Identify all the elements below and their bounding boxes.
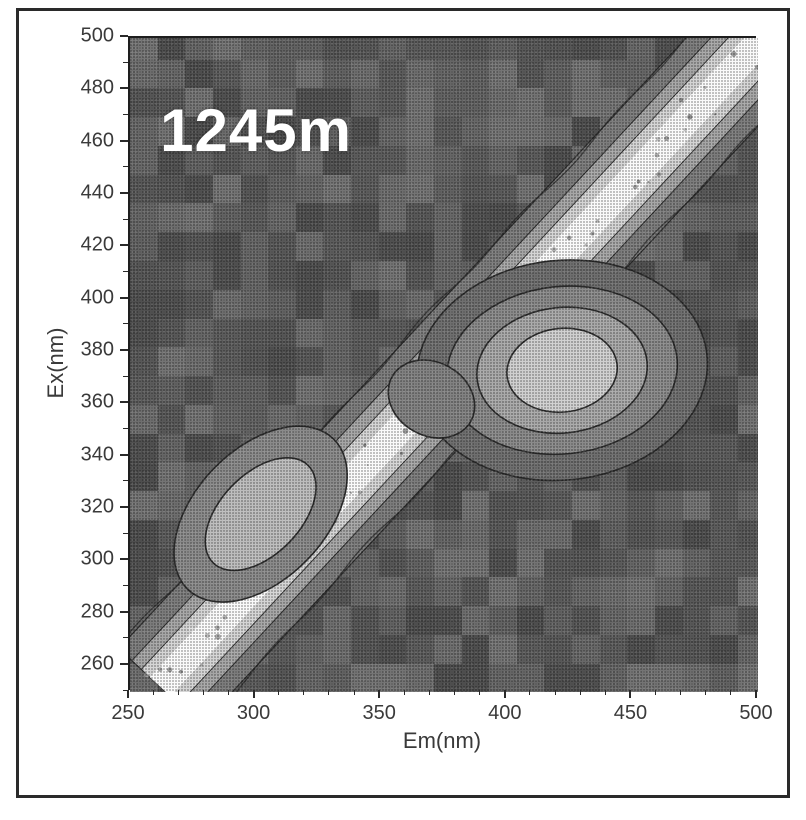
- y-minor-tick: [123, 166, 128, 167]
- x-minor-tick: [529, 690, 530, 695]
- y-tick: [120, 35, 128, 37]
- x-tick-label: 350: [363, 702, 396, 725]
- x-tick: [253, 690, 255, 698]
- x-tick-label: 400: [488, 702, 521, 725]
- x-minor-tick: [228, 690, 229, 695]
- x-tick: [127, 690, 129, 698]
- y-tick-label: 380: [81, 338, 114, 361]
- y-tick: [120, 140, 128, 142]
- x-tick: [378, 690, 380, 698]
- y-tick: [120, 401, 128, 403]
- x-tick-label: 250: [111, 702, 144, 725]
- x-minor-tick: [278, 690, 279, 695]
- y-minor-tick: [123, 637, 128, 638]
- y-tick: [120, 192, 128, 194]
- x-minor-tick: [153, 690, 154, 695]
- y-minor-tick: [123, 533, 128, 534]
- y-minor-tick: [123, 323, 128, 324]
- x-minor-tick: [555, 690, 556, 695]
- y-minor-tick: [123, 62, 128, 63]
- x-minor-tick: [605, 690, 606, 695]
- y-minor-tick: [123, 114, 128, 115]
- y-tick: [120, 506, 128, 508]
- y-minor-tick: [123, 585, 128, 586]
- y-tick-label: 420: [81, 234, 114, 257]
- x-minor-tick: [404, 690, 405, 695]
- y-minor-tick: [123, 690, 128, 691]
- x-minor-tick: [655, 690, 656, 695]
- plot-frame: 1245m: [128, 36, 756, 690]
- y-tick-label: 500: [81, 25, 114, 48]
- x-minor-tick: [730, 690, 731, 695]
- y-tick-label: 460: [81, 129, 114, 152]
- y-tick-label: 320: [81, 495, 114, 518]
- y-tick-label: 260: [81, 652, 114, 675]
- x-minor-tick: [580, 690, 581, 695]
- x-minor-tick: [479, 690, 480, 695]
- x-minor-tick: [354, 690, 355, 695]
- x-minor-tick: [203, 690, 204, 695]
- x-tick: [504, 690, 506, 698]
- y-tick-label: 480: [81, 77, 114, 100]
- x-minor-tick: [429, 690, 430, 695]
- x-tick-label: 500: [739, 702, 772, 725]
- y-tick-label: 400: [81, 286, 114, 309]
- y-minor-tick: [123, 219, 128, 220]
- y-tick-label: 440: [81, 181, 114, 204]
- y-tick-label: 360: [81, 391, 114, 414]
- x-minor-tick: [454, 690, 455, 695]
- x-minor-tick: [178, 690, 179, 695]
- y-tick: [120, 611, 128, 613]
- x-minor-tick: [705, 690, 706, 695]
- y-tick-label: 340: [81, 443, 114, 466]
- y-tick-label: 300: [81, 548, 114, 571]
- x-tick-label: 300: [237, 702, 270, 725]
- y-tick: [120, 454, 128, 456]
- x-minor-tick: [303, 690, 304, 695]
- x-axis-label: Em(nm): [403, 728, 481, 754]
- y-tick: [120, 244, 128, 246]
- x-tick: [629, 690, 631, 698]
- y-minor-tick: [123, 376, 128, 377]
- y-tick: [120, 349, 128, 351]
- y-tick-label: 280: [81, 600, 114, 623]
- y-minor-tick: [123, 271, 128, 272]
- y-tick: [120, 558, 128, 560]
- y-minor-tick: [123, 480, 128, 481]
- x-minor-tick: [680, 690, 681, 695]
- y-tick: [120, 297, 128, 299]
- x-tick: [755, 690, 757, 698]
- y-minor-tick: [123, 428, 128, 429]
- depth-annotation: 1245m: [160, 96, 352, 165]
- y-tick: [120, 663, 128, 665]
- x-tick-label: 450: [614, 702, 647, 725]
- plot-area: 1245m: [130, 38, 758, 692]
- x-minor-tick: [328, 690, 329, 695]
- y-axis-label: Ex(nm): [43, 328, 69, 399]
- y-tick: [120, 87, 128, 89]
